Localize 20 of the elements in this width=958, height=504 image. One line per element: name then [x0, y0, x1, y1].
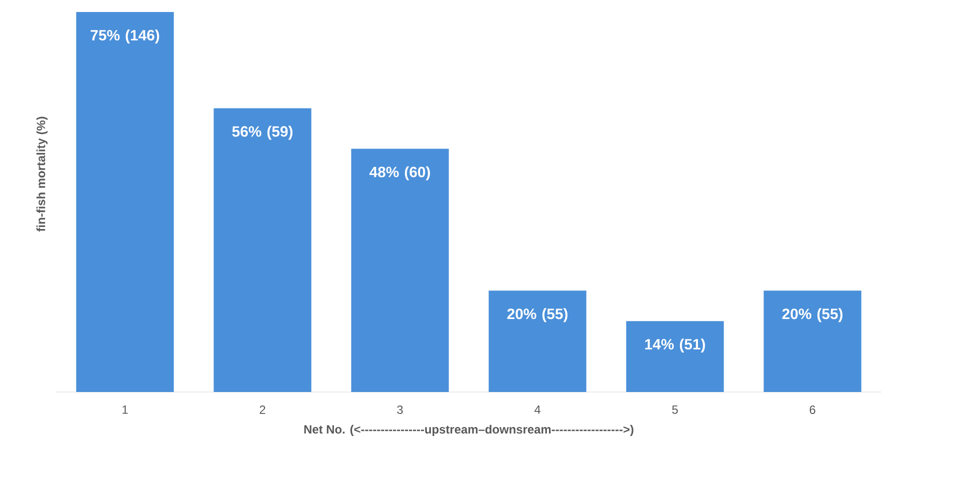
data-label: 14% (51)	[645, 338, 705, 353]
bar	[351, 148, 449, 392]
y-axis-title: fin-fish mortality (%)	[36, 116, 48, 232]
x-axis-title: Net No. (<----------------upstream–downsream------------------>)	[304, 424, 634, 436]
x-tick-label: 6	[810, 406, 816, 414]
x-tick-label: 4	[534, 406, 540, 414]
data-label: 20% (55)	[782, 308, 842, 322]
x-tick-label: 1	[122, 406, 128, 414]
bar	[76, 12, 174, 392]
x-tick-label: 3	[397, 406, 403, 414]
x-tick-label: 5	[672, 406, 678, 414]
bar	[488, 290, 586, 392]
bar	[626, 321, 724, 392]
bar	[214, 108, 312, 392]
data-label: 20% (55)	[507, 308, 568, 322]
bar	[764, 290, 862, 392]
data-label: 48% (60)	[369, 166, 430, 180]
data-label: 56% (59)	[232, 126, 292, 140]
x-tick-label: 2	[260, 406, 266, 414]
data-label: 75% (146)	[90, 30, 160, 44]
